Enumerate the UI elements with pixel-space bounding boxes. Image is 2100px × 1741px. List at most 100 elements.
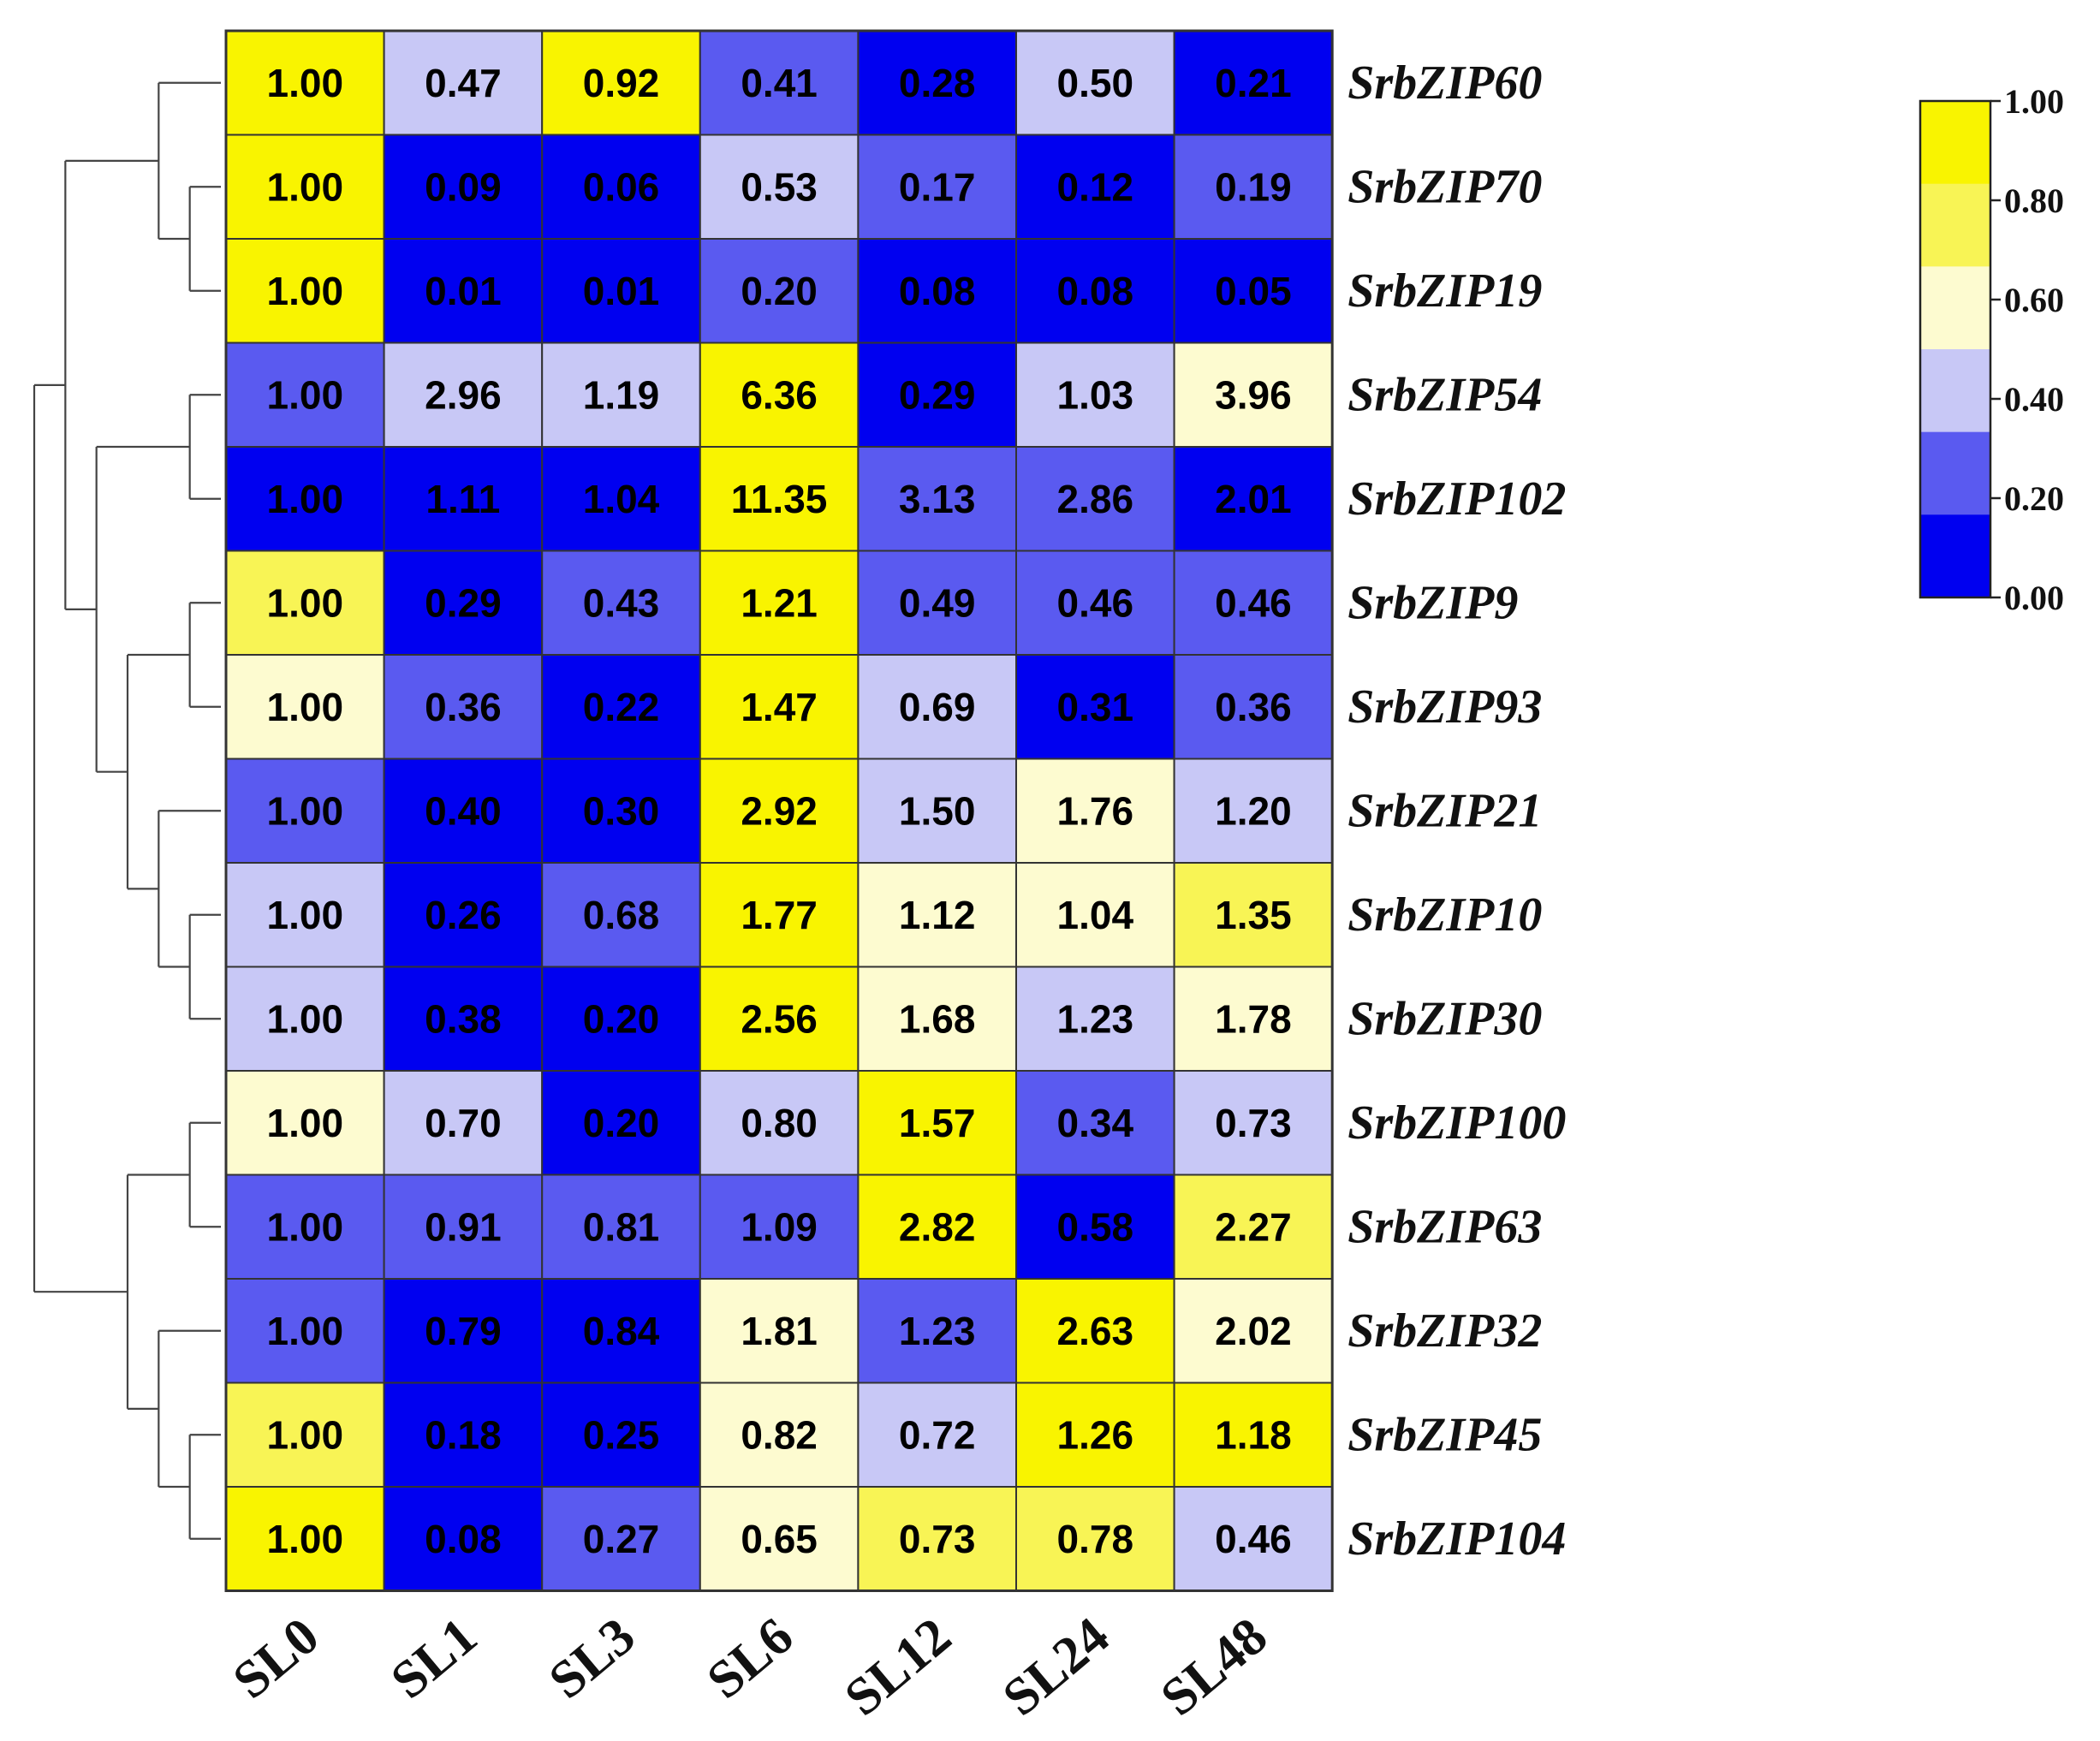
heatmap-cell xyxy=(541,550,701,656)
heatmap-cell xyxy=(225,550,385,656)
cell-value-label: 2.01 xyxy=(1215,477,1292,521)
cell-value-label: 0.22 xyxy=(583,685,660,729)
cell-value-label: 0.69 xyxy=(899,685,976,729)
cell-value-label: 0.12 xyxy=(1057,164,1134,209)
heatmap-cell xyxy=(383,758,544,864)
legend-swatch xyxy=(1920,349,1990,433)
cell-value-label: 0.46 xyxy=(1215,580,1292,625)
heatmap-cell xyxy=(383,862,544,968)
cell-value-label: 1.35 xyxy=(1215,893,1292,937)
heatmap-cell xyxy=(1173,30,1334,136)
heatmap-cell xyxy=(1015,1070,1175,1176)
heatmap-cell xyxy=(1015,30,1175,136)
cell-value-label: 1.00 xyxy=(267,1517,344,1561)
cell-value-label: 1.81 xyxy=(741,1309,818,1353)
heatmap-cell xyxy=(857,550,1018,656)
cell-value-label: 0.08 xyxy=(899,269,976,313)
cell-value-label: 1.00 xyxy=(267,893,344,937)
legend-tick-label: 0.80 xyxy=(2004,181,2064,220)
heatmap-cell xyxy=(699,30,860,136)
row-label: SrbZIP19 xyxy=(1347,264,1542,318)
cell-value-label: 1.12 xyxy=(899,893,976,937)
row-label: SrbZIP63 xyxy=(1347,1200,1542,1253)
cell-value-label: 1.00 xyxy=(267,269,344,313)
heatmap-cell xyxy=(541,1174,701,1280)
heatmap-cell xyxy=(1173,654,1334,760)
heatmap-cell xyxy=(541,134,701,240)
cell-value-label: 0.27 xyxy=(583,1517,660,1561)
cell-value-label: 0.31 xyxy=(1057,685,1134,729)
heatmap-cell xyxy=(225,1070,385,1176)
cell-value-label: 0.40 xyxy=(425,788,502,833)
legend-tick-label: 0.00 xyxy=(2004,579,2064,617)
heatmap-cell xyxy=(1173,1382,1334,1488)
heatmap-cell xyxy=(699,758,860,864)
row-label: SrbZIP54 xyxy=(1347,368,1542,421)
cell-value-label: 0.21 xyxy=(1215,61,1292,105)
heatmap-cell xyxy=(1173,758,1334,864)
legend-tick-label: 1.00 xyxy=(2004,82,2064,121)
cell-value-label: 0.01 xyxy=(425,269,502,313)
cell-value-label: 0.84 xyxy=(583,1309,660,1353)
cell-value-label: 0.05 xyxy=(1215,269,1292,313)
heatmap-cell xyxy=(1015,342,1175,448)
heatmap-cell xyxy=(225,1174,385,1280)
heatmap-cell xyxy=(1173,550,1334,656)
heatmap-cell xyxy=(699,966,860,1072)
heatmap-cell xyxy=(1015,966,1175,1072)
heatmap-cell xyxy=(541,30,701,136)
heatmap-cell xyxy=(225,758,385,864)
cell-value-label: 1.00 xyxy=(267,372,344,417)
legend-tick-label: 0.40 xyxy=(2004,380,2064,419)
cell-value-label: 1.00 xyxy=(267,61,344,105)
cell-value-label: 1.26 xyxy=(1057,1412,1134,1457)
cell-value-label: 0.36 xyxy=(1215,685,1292,729)
heatmap-cell xyxy=(699,1486,860,1592)
row-label: SrbZIP21 xyxy=(1347,784,1542,837)
heatmap-cell xyxy=(383,446,544,552)
row-label: SrbZIP45 xyxy=(1347,1408,1542,1461)
heatmap-cell xyxy=(857,758,1018,864)
cell-value-label: 0.28 xyxy=(899,61,976,105)
row-label: SrbZIP32 xyxy=(1347,1304,1542,1358)
cell-value-label: 0.68 xyxy=(583,893,660,937)
heatmap-cell xyxy=(1173,1070,1334,1176)
cell-value-label: 0.38 xyxy=(425,996,502,1041)
color-legend: 1.00 0.80 0.60 0.40 0.20 0.00 xyxy=(1919,82,2064,617)
cell-value-label: 0.50 xyxy=(1057,61,1134,105)
heatmap-cell xyxy=(541,238,701,344)
cell-value-label: 0.19 xyxy=(1215,164,1292,209)
heatmap-cell xyxy=(857,30,1018,136)
heatmap-cells: 1.00 0.47 0.92 0.41 0.28 0.50 0.21 1.00 0.09 0.06… xyxy=(224,29,1334,1592)
cell-value-label: 3.96 xyxy=(1215,372,1292,417)
cell-value-label: 1.00 xyxy=(267,996,344,1041)
cell-value-label: 0.79 xyxy=(425,1309,502,1353)
cell-value-label: 0.20 xyxy=(741,269,818,313)
cell-value-label: 0.43 xyxy=(583,580,660,625)
cell-value-label: 0.34 xyxy=(1057,1101,1134,1145)
heatmap-cell xyxy=(225,1278,385,1384)
cell-value-label: 0.70 xyxy=(425,1101,502,1145)
cell-value-label: 0.73 xyxy=(1215,1101,1292,1145)
legend-swatch xyxy=(1920,514,1990,598)
heatmap-cell xyxy=(1173,238,1334,344)
heatmap-cell xyxy=(699,134,860,240)
cell-value-label: 0.18 xyxy=(425,1412,502,1457)
cell-value-label: 2.56 xyxy=(741,996,818,1041)
heatmap-cell xyxy=(1173,134,1334,240)
cell-value-label: 0.20 xyxy=(583,996,660,1041)
cell-value-label: 1.00 xyxy=(267,1204,344,1249)
row-label: SrbZIP93 xyxy=(1347,680,1542,734)
row-label: SrbZIP30 xyxy=(1347,992,1542,1045)
column-label: SL12 xyxy=(834,1607,961,1727)
cell-value-label: 1.76 xyxy=(1057,788,1134,833)
cell-value-label: 2.96 xyxy=(425,372,502,417)
cell-value-label: 0.73 xyxy=(899,1517,976,1561)
cell-value-label: 0.25 xyxy=(583,1412,660,1457)
heatmap-cell xyxy=(699,1174,860,1280)
cell-value-label: 0.47 xyxy=(425,61,502,105)
heatmap-cell xyxy=(1173,1278,1334,1384)
heatmap-cell xyxy=(1015,134,1175,240)
cell-value-label: 0.82 xyxy=(741,1412,818,1457)
